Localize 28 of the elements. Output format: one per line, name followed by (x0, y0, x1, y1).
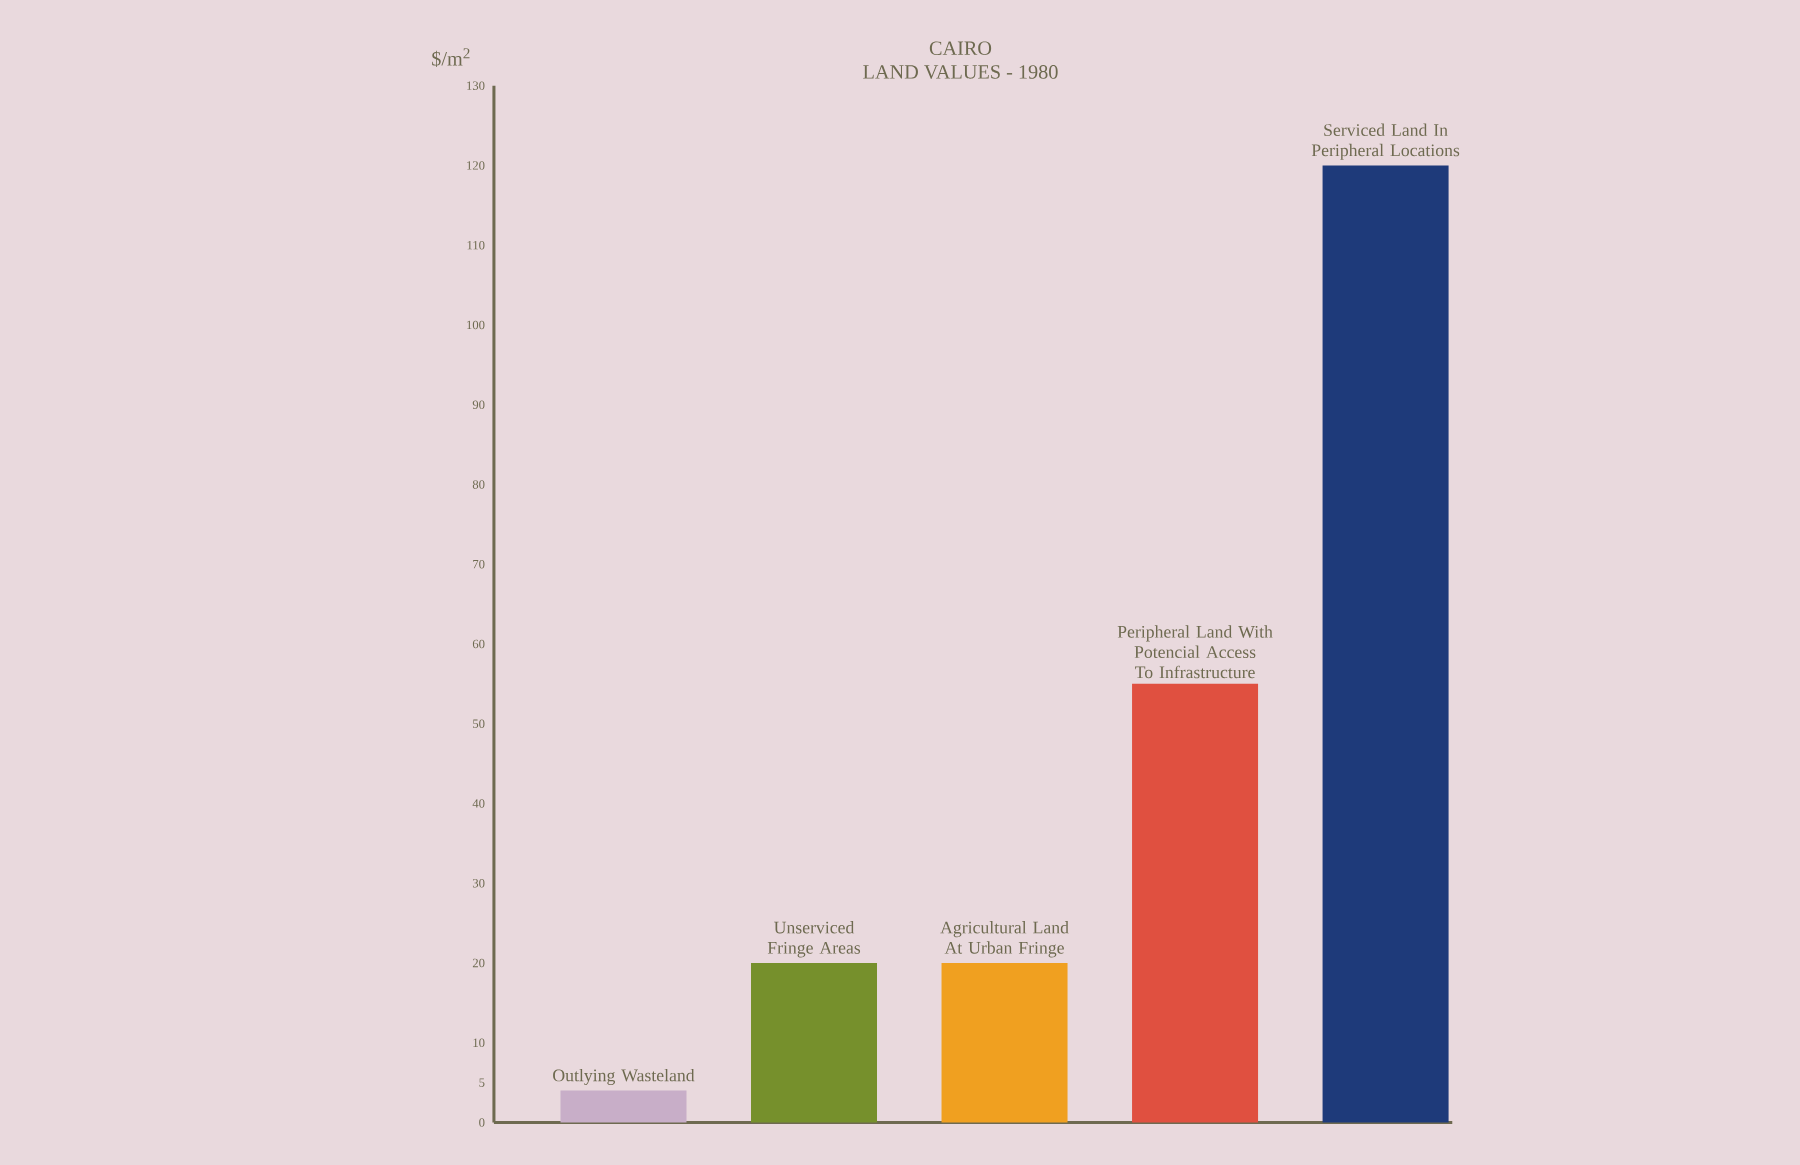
y-tick-label: 120 (467, 161, 485, 170)
bar (560, 1090, 687, 1123)
y-tick-label: 60 (472, 639, 485, 649)
y-tick-label: 0 (479, 1118, 485, 1127)
x-tick-label: Unserviced Fringe Areas (767, 921, 861, 958)
y-tick-label: 110 (467, 240, 485, 250)
chart-subtitle: LAND VALUES - 1980 (863, 65, 1058, 79)
bar (751, 962, 878, 1123)
y-tick-label: 80 (472, 480, 485, 489)
y-tick-label: 20 (472, 958, 485, 968)
y-tick-label: 130 (467, 81, 485, 90)
x-tick-label: Outlying Wasteland (553, 1068, 695, 1086)
y-axis-title: $/m$^{2}$ (432, 48, 470, 67)
y-tick-label: 100 (467, 320, 485, 330)
bar (1322, 165, 1449, 1123)
y-tick-label: 70 (473, 559, 485, 569)
bar (941, 962, 1068, 1123)
x-tick-label: Agricultural Land At Urban Fringe (940, 921, 1069, 958)
y-tick-label: 90 (472, 400, 485, 409)
y-tick-label: 5 (479, 1078, 485, 1087)
x-tick-label: Peripheral Land With Potencial Access To Infrastructure (1117, 625, 1273, 679)
y-tick-label: 10 (473, 1038, 485, 1048)
y-tick-label: 40 (472, 799, 485, 808)
x-tick-label: Serviced Land In Peripheral Locations (1311, 123, 1460, 160)
chart-title: CAIRO (929, 41, 992, 56)
bar (1132, 683, 1259, 1123)
y-tick-label: 50 (473, 719, 485, 728)
y-tick-label: 30 (472, 878, 485, 888)
